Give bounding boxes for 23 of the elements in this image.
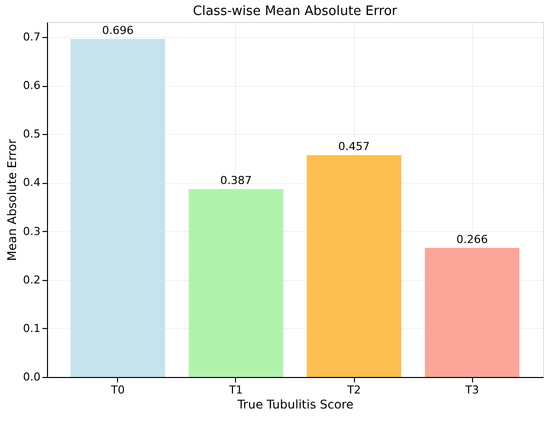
x-axis-title: True Tubulitis Score — [236, 398, 354, 412]
data-label: 0.696 — [102, 24, 134, 37]
data-label: 0.457 — [338, 140, 370, 154]
bar — [188, 189, 284, 377]
chart-title: Class-wise Mean Absolute Error — [192, 4, 398, 19]
y-tick-label: 0.0 — [23, 370, 40, 384]
x-tick-label: T2 — [346, 384, 361, 396]
bar — [424, 248, 520, 377]
bar — [70, 38, 166, 377]
y-tick-label: 0.3 — [23, 224, 40, 238]
x-tick-label: T0 — [110, 384, 125, 396]
y-tick-label: 0.4 — [23, 176, 40, 190]
y-tick-label: 0.7 — [23, 30, 40, 44]
data-label: 0.387 — [220, 174, 252, 188]
bar — [306, 155, 402, 377]
data-label: 0.266 — [456, 232, 488, 246]
y-tick-label: 0.2 — [23, 273, 40, 286]
y-tick-label: 0.5 — [23, 128, 40, 141]
y-axis-title: Mean Absolute Error — [5, 138, 20, 262]
y-tick-label: 0.6 — [23, 79, 40, 92]
x-tick-label: T3 — [464, 384, 480, 396]
x-tick-label: T1 — [228, 384, 243, 396]
y-tick-label: 0.1 — [23, 322, 40, 335]
